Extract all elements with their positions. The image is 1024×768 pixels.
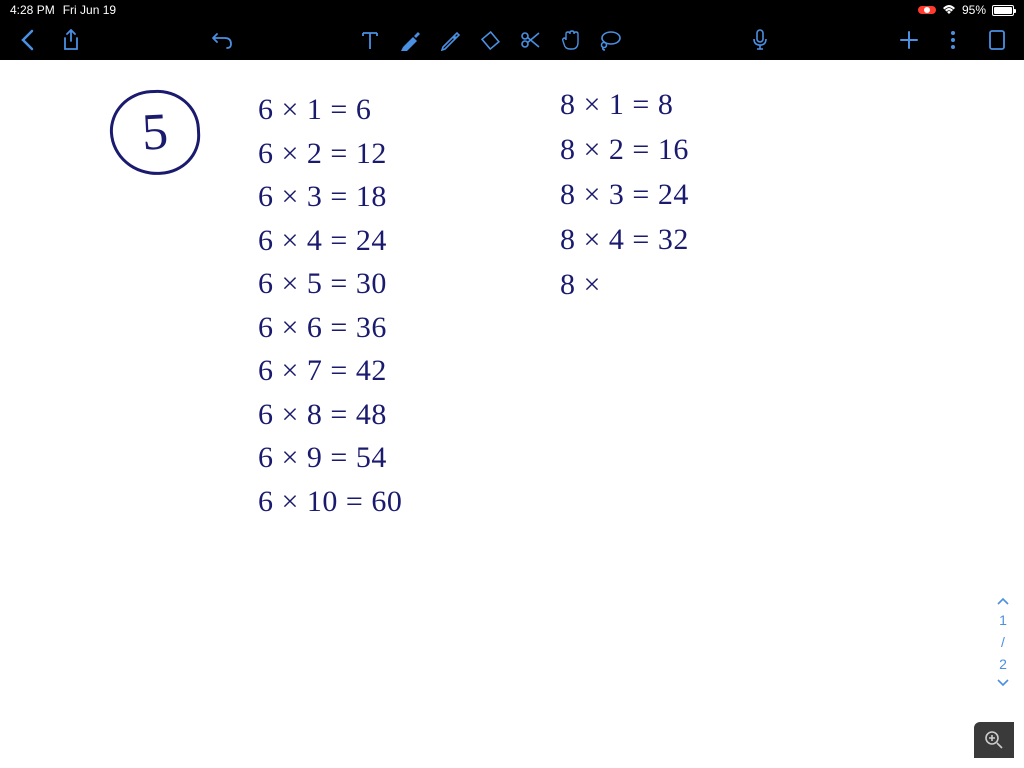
pen-tool[interactable] (437, 27, 463, 53)
text-tool[interactable] (357, 27, 383, 53)
hw-line: 6 × 10 = 60 (258, 480, 402, 524)
back-button[interactable] (14, 27, 40, 53)
page-slash-icon: / (1001, 634, 1005, 650)
undo-button[interactable] (208, 27, 234, 53)
status-date: Fri Jun 19 (63, 3, 116, 17)
hw-line: 8 × 3 = 24 (560, 172, 689, 217)
eraser-tool[interactable] (477, 27, 503, 53)
page-total: 2 (999, 656, 1007, 672)
add-button[interactable] (896, 27, 922, 53)
recording-badge[interactable] (918, 6, 936, 14)
hw-line: 8 × (560, 262, 689, 307)
page-down-button[interactable] (996, 678, 1010, 688)
hw-line: 6 × 6 = 36 (258, 306, 402, 350)
status-time: 4:28 PM (10, 3, 55, 17)
page-up-button[interactable] (996, 596, 1010, 606)
hand-tool[interactable] (557, 27, 583, 53)
more-button[interactable] (940, 27, 966, 53)
hw-line: 6 × 8 = 48 (258, 393, 402, 437)
hw-line: 8 × 4 = 32 (560, 217, 689, 262)
zoom-button[interactable] (974, 722, 1014, 758)
page-current: 1 (999, 612, 1007, 628)
record-icon (924, 7, 930, 13)
status-bar: 4:28 PM Fri Jun 19 95% (0, 0, 1024, 20)
drawing-canvas[interactable]: 5 6 × 1 = 6 6 × 2 = 12 6 × 3 = 18 6 × 4 … (0, 60, 1024, 768)
marker-tool[interactable] (397, 27, 423, 53)
hw-line: 6 × 1 = 6 (258, 88, 402, 132)
hw-line: 6 × 2 = 12 (258, 132, 402, 176)
handwriting-column-1: 6 × 1 = 6 6 × 2 = 12 6 × 3 = 18 6 × 4 = … (258, 88, 402, 523)
battery-icon (992, 5, 1014, 16)
wifi-icon (942, 5, 956, 15)
hw-line: 6 × 7 = 42 (258, 349, 402, 393)
hw-line: 6 × 5 = 30 (258, 262, 402, 306)
scissors-tool[interactable] (517, 27, 543, 53)
hw-line: 8 × 1 = 8 (560, 82, 689, 127)
share-button[interactable] (58, 27, 84, 53)
hw-line: 6 × 4 = 24 (258, 219, 402, 263)
toolbar (0, 20, 1024, 60)
page-nav: 1 / 2 (996, 596, 1010, 688)
page-button[interactable] (984, 27, 1010, 53)
mic-button[interactable] (747, 27, 773, 53)
lasso-tool[interactable] (597, 27, 623, 53)
hw-line: 6 × 9 = 54 (258, 436, 402, 480)
hw-line: 6 × 3 = 18 (258, 175, 402, 219)
battery-pct: 95% (962, 3, 986, 17)
handwriting-column-2: 8 × 1 = 8 8 × 2 = 16 8 × 3 = 24 8 × 4 = … (560, 82, 689, 307)
hw-line: 8 × 2 = 16 (560, 127, 689, 172)
circled-number: 5 (108, 88, 202, 178)
